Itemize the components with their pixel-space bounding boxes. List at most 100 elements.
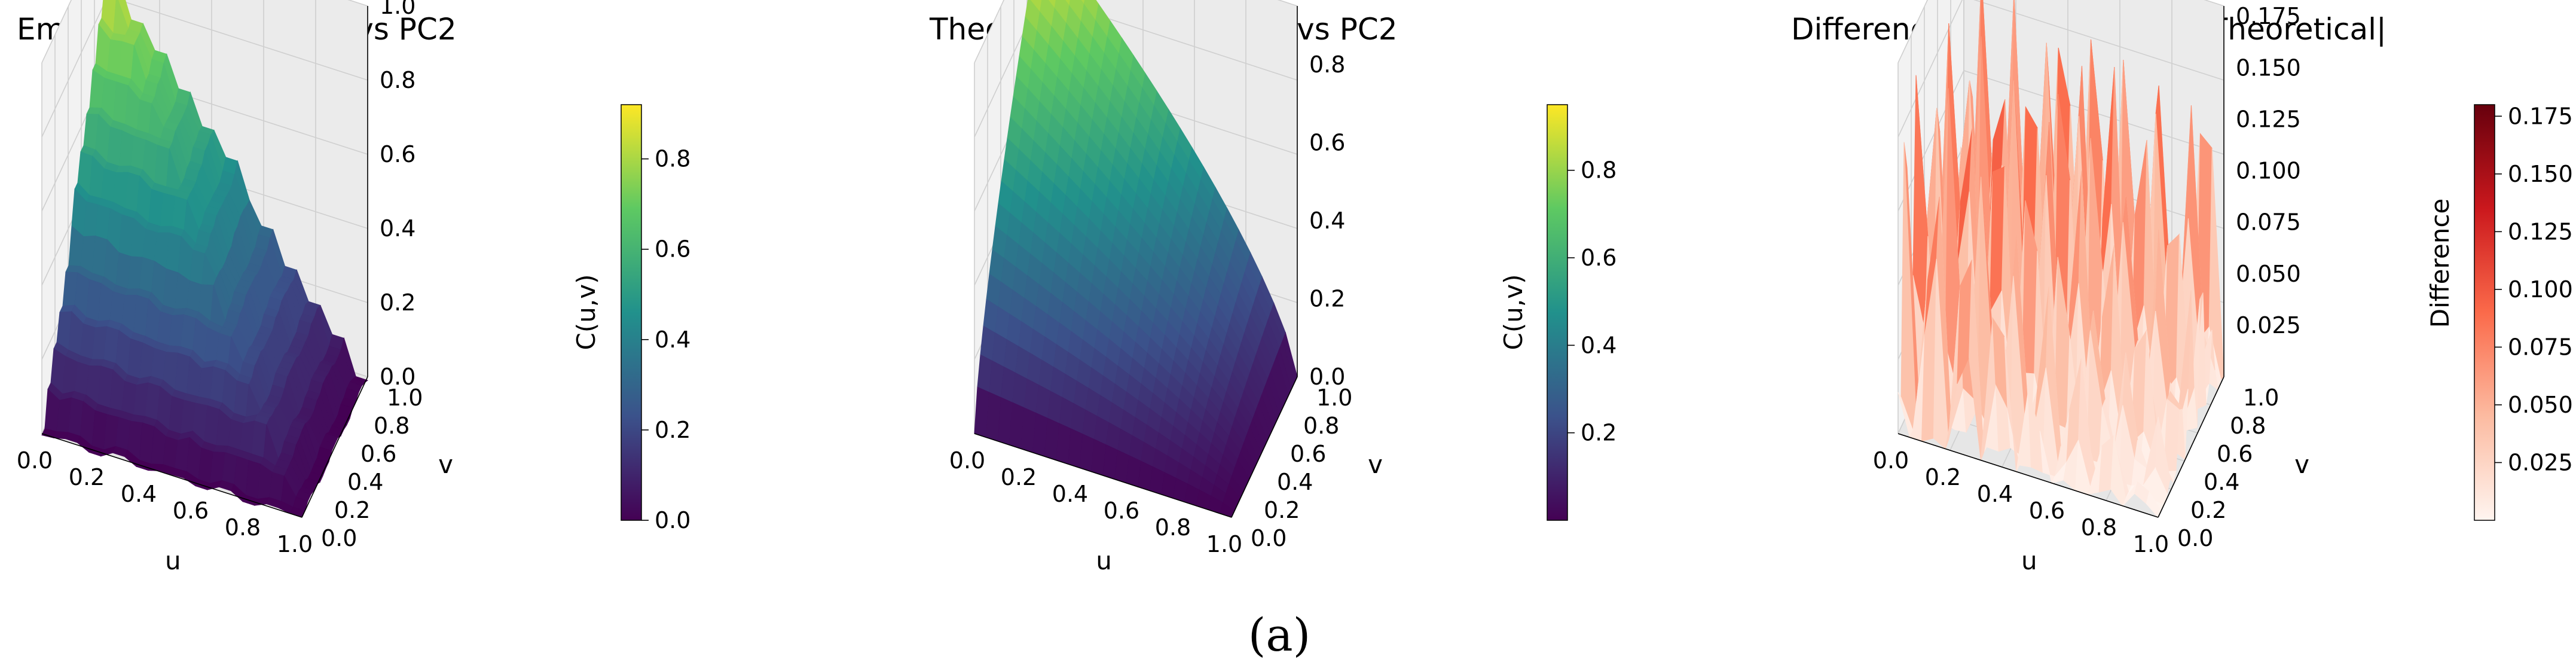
surface-plot-empirical: 0.00.20.40.60.81.0 0.00.20.40.60.81.00.00…	[17, 0, 453, 575]
z-tick-label: 0.0	[1309, 364, 1345, 390]
y-tick-label: 0.4	[2204, 469, 2239, 495]
panel-empirical: Empirical Copula: PC1 vs PC2 0.00.20.40.…	[17, 0, 690, 575]
colorbar-ticks: 0.025 0.050 0.075 0.100 0.125 0.150 0.175	[2495, 103, 2573, 475]
colorbar-label: Difference	[2425, 199, 2455, 328]
axis-edges	[974, 6, 1298, 518]
z-tick-label: 0.125	[2236, 106, 2301, 132]
colorbar-label: C(u,v)	[572, 274, 601, 350]
y-tick-label: 0.8	[2230, 413, 2266, 439]
colorbar-tick-label: 0.150	[2508, 161, 2573, 187]
colorbar-label: C(u,v)	[1499, 274, 1528, 350]
x-tick-label: 0.6	[173, 498, 209, 524]
colorbar-tick-label: 0.050	[2508, 392, 2573, 418]
z-tick-label: 0.150	[2236, 54, 2301, 81]
y-tick-label: 0.4	[1277, 469, 1313, 495]
z-tick-label: 0.100	[2236, 158, 2301, 184]
y-tick-label: 0.6	[2217, 441, 2253, 467]
x-tick-label: 0.8	[1155, 514, 1191, 541]
tick-labels: 0.00.20.40.60.81.0 0.00.20.40.60.81.00.00…	[17, 0, 453, 575]
y-tick-label: 0.8	[1303, 413, 1339, 439]
colorbar-tick-label: 0.8	[655, 146, 690, 172]
y-tick-label: 0.0	[321, 525, 357, 551]
x-tick-label: 0.2	[69, 464, 105, 490]
x-tick-label: 0.0	[949, 447, 985, 474]
colorbar-tick-label: 0.2	[1581, 420, 1617, 446]
tick-labels: 0.00.20.40.60.81.0 0.00.20.40.60.81.00.02…	[1873, 3, 2309, 575]
z-tick-label: 0.4	[380, 215, 415, 242]
y-tick-label: 0.2	[2190, 497, 2226, 523]
y-tick-label: 0.0	[1251, 525, 1287, 551]
tick-labels: 0.00.20.40.60.81.0 0.00.20.40.60.81.00.00…	[949, 51, 1383, 575]
panel-theoretical: Theoretical Copula: PC1 vs PC2 0.00.20.4…	[929, 0, 1617, 575]
y-axis-label: v	[2294, 450, 2309, 479]
z-tick-label: 0.8	[1309, 51, 1345, 78]
z-tick-label: 0.4	[1309, 208, 1345, 234]
y-tick-label: 0.2	[1264, 497, 1300, 523]
y-tick-label: 1.0	[387, 385, 423, 411]
colorbar-tick-label: 0.6	[1581, 245, 1617, 271]
z-tick-label: 0.050	[2236, 261, 2301, 287]
y-axis-label: v	[438, 450, 453, 479]
y-tick-label: 1.0	[2243, 385, 2279, 411]
surface	[974, 0, 1298, 518]
axis-edges	[1897, 6, 2224, 518]
figure-caption: (a)	[1248, 608, 1311, 661]
surface-plot-difference: 0.00.20.40.60.81.0 0.00.20.40.60.81.00.02…	[1873, 0, 2309, 575]
colorbar	[2474, 104, 2495, 521]
colorbar-tick-label: 0.175	[2508, 103, 2573, 129]
colorbar-tick-label: 0.025	[2508, 449, 2573, 475]
z-tick-label: 0.175	[2236, 3, 2301, 29]
x-tick-label: 0.2	[1001, 464, 1037, 490]
surface	[41, 0, 369, 518]
colorbar-tick-label: 0.125	[2508, 218, 2573, 245]
colorbar-ticks: 0.2 0.4 0.6 0.8	[1567, 157, 1617, 446]
colorbar-tick-label: 0.2	[655, 417, 690, 443]
z-tick-label: 1.0	[380, 0, 415, 19]
x-tick-label: 0.0	[1873, 447, 1909, 474]
axis-edges	[41, 6, 368, 518]
surface-plot-theoretical: 0.00.20.40.60.81.0 0.00.20.40.60.81.00.00…	[949, 0, 1383, 575]
colorbar	[621, 104, 642, 521]
x-tick-label: 0.4	[1052, 481, 1088, 507]
x-tick-label: 1.0	[277, 531, 313, 557]
x-tick-label: 0.8	[2081, 514, 2117, 541]
z-tick-label: 0.8	[380, 67, 415, 93]
x-tick-label: 0.0	[17, 447, 53, 474]
x-tick-label: 0.6	[1104, 498, 1139, 524]
panel-difference: Difference Plot: |Empirical - Theoretica…	[1791, 0, 2573, 575]
x-axis-label: u	[165, 546, 181, 575]
colorbar-tick-label: 0.0	[655, 507, 690, 533]
colorbar-tick-label: 0.4	[655, 327, 690, 353]
y-tick-label: 0.4	[347, 469, 383, 495]
z-tick-label: 0.2	[380, 289, 415, 316]
colorbar-tick-label: 0.4	[1581, 332, 1617, 358]
x-tick-label: 0.4	[1977, 481, 2013, 507]
y-tick-label: 0.2	[334, 497, 370, 523]
x-tick-label: 0.2	[1925, 464, 1961, 490]
y-tick-label: 0.0	[2177, 525, 2213, 551]
z-tick-label: 0.0	[380, 364, 415, 390]
colorbar-tick-label: 0.8	[1581, 157, 1617, 184]
colorbar-ticks: 0.0 0.2 0.4 0.6 0.8	[641, 146, 690, 533]
z-tick-label: 0.6	[380, 141, 415, 167]
colorbar-tick-label: 0.6	[655, 236, 690, 263]
y-tick-label: 0.6	[360, 441, 396, 467]
x-tick-label: 1.0	[2133, 531, 2169, 557]
y-tick-label: 1.0	[1316, 385, 1352, 411]
x-axis-label: u	[2021, 546, 2037, 575]
z-tick-label: 0.025	[2236, 312, 2301, 338]
x-tick-label: 0.4	[121, 481, 157, 507]
z-tick-label: 0.075	[2236, 209, 2301, 236]
y-axis-label: v	[1368, 450, 1383, 479]
colorbar-tick-label: 0.075	[2508, 334, 2573, 360]
x-axis-label: u	[1096, 546, 1112, 575]
x-tick-label: 0.8	[225, 514, 261, 541]
colorbar	[1547, 104, 1568, 521]
x-tick-label: 0.6	[2029, 498, 2065, 524]
surface	[1897, 0, 2224, 518]
y-tick-label: 0.8	[374, 413, 410, 439]
z-tick-label: 0.6	[1309, 129, 1345, 155]
y-tick-label: 0.6	[1290, 441, 1326, 467]
z-tick-label: 0.2	[1309, 285, 1345, 312]
